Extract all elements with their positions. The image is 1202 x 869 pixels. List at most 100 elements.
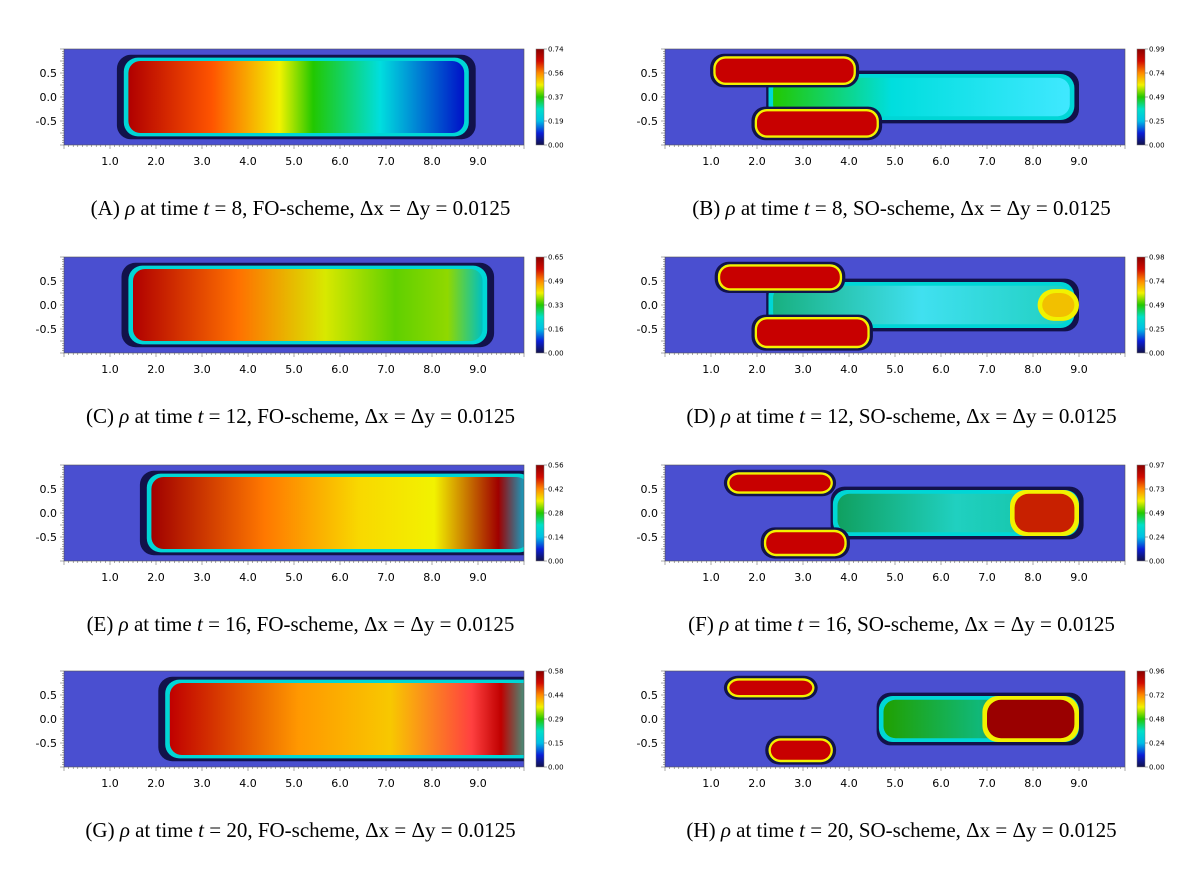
caption-grid-text: Δx = Δy = 0.0125 bbox=[966, 404, 1117, 428]
y-tick-label: 0.5 bbox=[40, 689, 58, 702]
colorbar-label: 0.00 bbox=[548, 558, 564, 566]
colorbar-label: 0.58 bbox=[548, 668, 564, 676]
x-tick-label: 6.0 bbox=[331, 363, 349, 376]
x-tick-label: 1.0 bbox=[101, 571, 119, 584]
y-tick-label: 0.5 bbox=[40, 275, 58, 288]
colorbar bbox=[535, 464, 545, 562]
caption-grid-text: Δx = Δy = 0.0125 bbox=[960, 196, 1111, 220]
caption-t: t bbox=[797, 612, 809, 636]
x-tick-label: 1.0 bbox=[101, 777, 119, 790]
y-tick-label: -0.5 bbox=[637, 115, 658, 128]
panel-d: 0.5 0.0 -0.5 1.0 2.0 3.0 4.0 5.0 6.0 7.0 8.0 9.0 0.9… bbox=[601, 248, 1202, 455]
caption-scheme-text: = 16, SO-scheme, bbox=[808, 612, 965, 636]
colorbar bbox=[535, 256, 545, 354]
colorbar-label: 0.49 bbox=[1149, 94, 1165, 102]
y-tick-label: 0.5 bbox=[641, 483, 659, 496]
x-tick-label: 8.0 bbox=[423, 777, 441, 790]
x-tick-label: 9.0 bbox=[469, 155, 487, 168]
y-tick-label: 0.5 bbox=[641, 689, 659, 702]
colorbar-label: 0.99 bbox=[1149, 46, 1165, 54]
caption-time-text: at time bbox=[736, 404, 800, 428]
x-tick-label: 2.0 bbox=[748, 363, 766, 376]
colorbar-label: 0.14 bbox=[548, 534, 564, 542]
density-plot: 0.5 0.0 -0.5 1.0 2.0 3.0 4.0 5.0 6.0 7.0 8.0 9.0 0.9… bbox=[637, 254, 1166, 377]
colorbar-label: 0.00 bbox=[548, 350, 564, 358]
figure-caption: (A) ρ at time t = 8, FO-scheme, Δx = Δy … bbox=[0, 196, 601, 221]
x-tick-label: 8.0 bbox=[1024, 777, 1042, 790]
x-tick-label: 4.0 bbox=[239, 363, 257, 376]
x-tick-label: 5.0 bbox=[285, 363, 303, 376]
caption-t: t bbox=[198, 818, 210, 842]
colorbar-label: 0.29 bbox=[548, 716, 564, 724]
colorbar-label: 0.00 bbox=[1149, 142, 1165, 150]
caption-t: t bbox=[203, 196, 215, 220]
x-tick-label: 2.0 bbox=[147, 155, 165, 168]
y-tick-label: 0.5 bbox=[40, 483, 58, 496]
density-plot: 0.5 0.0 -0.5 1.0 2.0 3.0 4.0 5.0 6.0 7.0 8.0 9.0 0.7… bbox=[36, 46, 565, 169]
colorbar-label: 0.48 bbox=[1149, 716, 1165, 724]
y-tick-label: -0.5 bbox=[637, 323, 658, 336]
colorbar-label: 0.56 bbox=[548, 70, 564, 78]
x-tick-label: 6.0 bbox=[932, 363, 950, 376]
x-tick-label: 9.0 bbox=[469, 777, 487, 790]
panel-c: 0.5 0.0 -0.5 1.0 2.0 3.0 4.0 5.0 6.0 7.0 8.0 9.0 0.6… bbox=[0, 248, 601, 455]
colorbar-label: 0.65 bbox=[548, 254, 564, 262]
x-tick-label: 7.0 bbox=[978, 777, 996, 790]
caption-rho: ρ bbox=[113, 404, 135, 428]
x-tick-label: 7.0 bbox=[377, 155, 395, 168]
caption-label: (H) bbox=[686, 818, 716, 842]
x-tick-label: 7.0 bbox=[978, 571, 996, 584]
upper-lobe bbox=[729, 680, 813, 695]
figure-caption: (G) ρ at time t = 20, FO-scheme, Δx = Δy… bbox=[0, 818, 601, 843]
x-tick-label: 6.0 bbox=[331, 155, 349, 168]
caption-grid-text: Δx = Δy = 0.0125 bbox=[363, 612, 515, 636]
x-tick-label: 1.0 bbox=[702, 363, 720, 376]
caption-time-text: at time bbox=[140, 196, 204, 220]
panel-f: 0.5 0.0 -0.5 1.0 2.0 3.0 4.0 5.0 6.0 7.0 8.0 9.0 0.9… bbox=[601, 456, 1202, 663]
panel-b: 0.5 0.0 -0.5 1.0 2.0 3.0 4.0 5.0 6.0 7.0 8.0 9.0 0.9… bbox=[601, 40, 1202, 247]
colorbar-label: 0.56 bbox=[548, 462, 564, 470]
caption-rho: ρ bbox=[113, 612, 134, 636]
caption-scheme-text: = 20, FO-scheme, bbox=[209, 818, 366, 842]
figure-caption: (B) ρ at time t = 8, SO-scheme, Δx = Δy … bbox=[601, 196, 1202, 221]
colorbar-label: 0.96 bbox=[1149, 668, 1165, 676]
x-tick-label: 3.0 bbox=[193, 777, 211, 790]
caption-rho: ρ bbox=[715, 404, 737, 428]
density-core bbox=[151, 477, 524, 549]
x-tick-label: 4.0 bbox=[840, 363, 858, 376]
x-tick-label: 2.0 bbox=[147, 571, 165, 584]
panel-e: 0.5 0.0 -0.5 1.0 2.0 3.0 4.0 5.0 6.0 7.0 8.0 9.0 0.5… bbox=[0, 456, 601, 663]
x-tick-label: 7.0 bbox=[377, 571, 395, 584]
caption-time-text: at time bbox=[740, 196, 804, 220]
x-tick-label: 3.0 bbox=[193, 155, 211, 168]
y-tick-label: -0.5 bbox=[637, 531, 658, 544]
upper-lobe bbox=[729, 474, 831, 492]
caption-grid-text: Δx = Δy = 0.0125 bbox=[359, 196, 511, 220]
x-tick-label: 4.0 bbox=[840, 571, 858, 584]
x-tick-label: 7.0 bbox=[978, 363, 996, 376]
x-tick-label: 5.0 bbox=[285, 777, 303, 790]
colorbar-label: 0.15 bbox=[548, 740, 564, 748]
colorbar-label: 0.00 bbox=[1149, 764, 1165, 772]
x-tick-label: 2.0 bbox=[147, 777, 165, 790]
caption-scheme-text: = 12, FO-scheme, bbox=[208, 404, 365, 428]
x-tick-label: 3.0 bbox=[794, 363, 812, 376]
panel-g: 0.5 0.0 -0.5 1.0 2.0 3.0 4.0 5.0 6.0 7.0 8.0 9.0 0.5… bbox=[0, 662, 601, 869]
x-tick-label: 1.0 bbox=[702, 155, 720, 168]
x-tick-label: 7.0 bbox=[377, 777, 395, 790]
caption-time-text: at time bbox=[135, 818, 199, 842]
y-tick-label: 0.0 bbox=[40, 507, 58, 520]
x-tick-label: 8.0 bbox=[1024, 571, 1042, 584]
figure-caption: (F) ρ at time t = 16, SO-scheme, Δx = Δy… bbox=[601, 612, 1202, 637]
x-tick-label: 4.0 bbox=[239, 155, 257, 168]
colorbar-label: 0.25 bbox=[1149, 326, 1165, 334]
x-tick-label: 5.0 bbox=[886, 777, 904, 790]
density-plot: 0.5 0.0 -0.5 1.0 2.0 3.0 4.0 5.0 6.0 7.0 8.0 9.0 0.9… bbox=[637, 668, 1166, 791]
density-core bbox=[169, 683, 524, 755]
caption-rho: ρ bbox=[114, 818, 136, 842]
y-tick-label: 0.0 bbox=[40, 91, 58, 104]
caption-rho: ρ bbox=[119, 196, 141, 220]
caption-t: t bbox=[803, 196, 815, 220]
x-tick-label: 4.0 bbox=[239, 777, 257, 790]
caption-time-text: at time bbox=[736, 818, 800, 842]
